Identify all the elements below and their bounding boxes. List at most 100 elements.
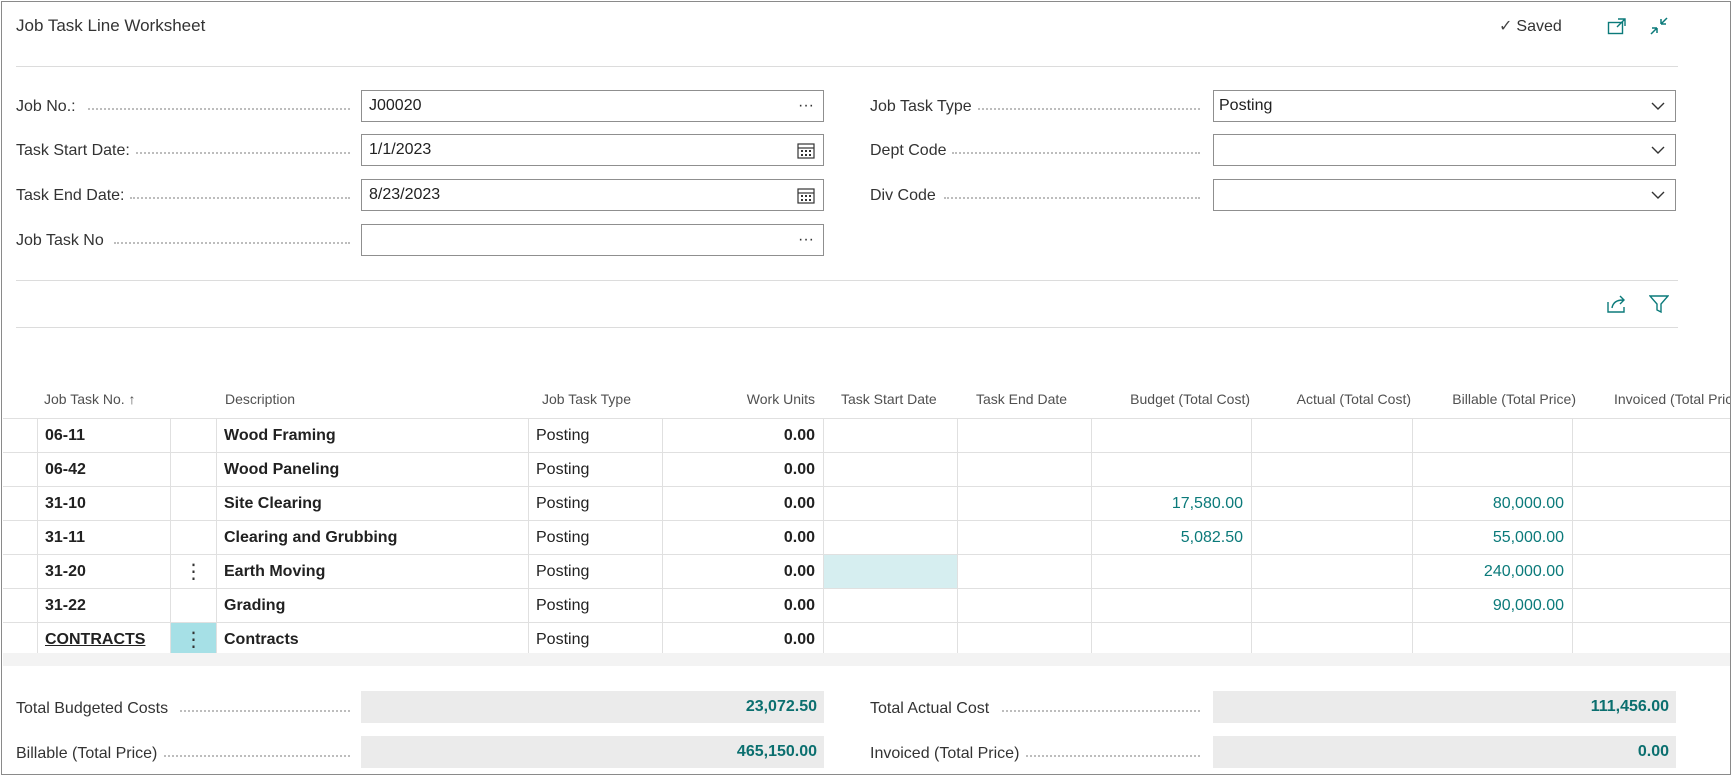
cell-actual-total-cost[interactable] (1251, 521, 1412, 554)
cell-job-task-type[interactable]: Posting (528, 623, 662, 656)
cell-budget-total-cost[interactable] (1091, 589, 1251, 622)
cell-task-end-date[interactable] (957, 589, 1091, 622)
share-icon[interactable] (1605, 292, 1629, 316)
cell-billable-total-price[interactable] (1412, 453, 1572, 486)
cell-row-menu[interactable] (170, 487, 216, 520)
cell-job-task-no[interactable]: 06-11 (37, 419, 170, 452)
col-header-work-units[interactable]: Work Units (746, 391, 815, 407)
cell-invoiced-total-price[interactable] (1572, 419, 1730, 452)
cell-task-start-date[interactable] (823, 453, 957, 486)
cell-actual-total-cost[interactable] (1251, 589, 1412, 622)
cell-budget-total-cost[interactable]: 17,580.00 (1091, 487, 1251, 520)
calendar-icon[interactable] (789, 135, 823, 165)
cell-billable-total-price[interactable] (1412, 623, 1572, 656)
col-header-task-end-date[interactable]: Task End Date (976, 391, 1068, 407)
job-task-type-select[interactable]: Posting (1213, 90, 1676, 122)
table-row[interactable]: 06-42 Wood Paneling Posting 0.00 (3, 453, 1730, 487)
cell-description[interactable]: Wood Framing (216, 419, 528, 452)
collapse-icon[interactable] (1647, 14, 1671, 38)
cell-description[interactable]: Earth Moving (216, 555, 528, 588)
cell-invoiced-total-price[interactable] (1572, 487, 1730, 520)
cell-row-menu[interactable] (170, 453, 216, 486)
cell-description[interactable]: Clearing and Grubbing (216, 521, 528, 554)
task-start-date-field[interactable]: 1/1/2023 (361, 134, 824, 166)
vertical-ellipsis-icon[interactable]: ⋮ (170, 623, 216, 656)
cell-invoiced-total-price[interactable] (1572, 555, 1730, 588)
cell-billable-total-price[interactable]: 90,000.00 (1412, 589, 1572, 622)
col-header-description[interactable]: Description (225, 391, 296, 407)
cell-description[interactable]: Wood Paneling (216, 453, 528, 486)
cell-job-task-no[interactable]: 31-10 (37, 487, 170, 520)
cell-job-task-type[interactable]: Posting (528, 521, 662, 554)
table-row-current[interactable]: CONTRACTS ⋮ Contracts Posting 0.00 (3, 623, 1730, 657)
cell-row-menu[interactable] (170, 589, 216, 622)
total-budgeted-costs-value[interactable]: 23,072.50 (361, 691, 824, 723)
cell-budget-total-cost[interactable] (1091, 419, 1251, 452)
cell-actual-total-cost[interactable] (1251, 623, 1412, 656)
cell-invoiced-total-price[interactable] (1572, 623, 1730, 656)
cell-actual-total-cost[interactable] (1251, 453, 1412, 486)
chevron-down-icon[interactable] (1641, 91, 1675, 121)
cell-budget-total-cost[interactable] (1091, 453, 1251, 486)
table-row[interactable]: 31-22 Grading Posting 0.00 90,000.00 (3, 589, 1730, 623)
cell-job-task-type[interactable]: Posting (528, 487, 662, 520)
table-row[interactable]: 31-10 Site Clearing Posting 0.00 17,580.… (3, 487, 1730, 521)
cell-work-units[interactable]: 0.00 (662, 555, 823, 588)
cell-job-task-no[interactable]: 31-11 (37, 521, 170, 554)
cell-job-task-no[interactable]: 06-42 (37, 453, 170, 486)
cell-actual-total-cost[interactable] (1251, 419, 1412, 452)
cell-row-menu[interactable] (170, 521, 216, 554)
billable-total-price-value[interactable]: 465,150.00 (361, 736, 824, 768)
cell-task-start-date[interactable] (823, 589, 957, 622)
col-header-job-task-no[interactable]: Job Task No. ↑ (44, 391, 136, 407)
cell-job-task-type[interactable]: Posting (528, 589, 662, 622)
col-header-budget-total-cost[interactable]: Budget (Total Cost) (1130, 391, 1250, 407)
cell-task-start-date[interactable] (823, 487, 957, 520)
dept-code-select[interactable] (1213, 134, 1676, 166)
open-in-new-window-icon[interactable] (1605, 14, 1629, 38)
cell-work-units[interactable]: 0.00 (662, 453, 823, 486)
cell-actual-total-cost[interactable] (1251, 487, 1412, 520)
cell-task-end-date[interactable] (957, 419, 1091, 452)
calendar-icon[interactable] (789, 180, 823, 210)
cell-job-task-no[interactable]: 31-22 (37, 589, 170, 622)
ellipsis-icon[interactable]: ··· (798, 97, 814, 114)
cell-task-start-date[interactable] (823, 623, 957, 656)
cell-invoiced-total-price[interactable] (1572, 589, 1730, 622)
cell-task-end-date[interactable] (957, 521, 1091, 554)
cell-work-units[interactable]: 0.00 (662, 487, 823, 520)
cell-job-task-type[interactable]: Posting (528, 419, 662, 452)
cell-task-end-date[interactable] (957, 623, 1091, 656)
cell-task-end-date[interactable] (957, 453, 1091, 486)
cell-work-units[interactable]: 0.00 (662, 521, 823, 554)
cell-job-task-no-link[interactable]: CONTRACTS (37, 623, 170, 656)
invoiced-total-price-value[interactable]: 0.00 (1213, 736, 1676, 768)
table-row[interactable]: 31-11 Clearing and Grubbing Posting 0.00… (3, 521, 1730, 555)
cell-invoiced-total-price[interactable] (1572, 453, 1730, 486)
cell-budget-total-cost[interactable] (1091, 623, 1251, 656)
col-header-actual-total-cost[interactable]: Actual (Total Cost) (1296, 391, 1411, 407)
col-header-billable-total-price[interactable]: Billable (Total Price) (1452, 391, 1576, 407)
cell-billable-total-price[interactable]: 240,000.00 (1412, 555, 1572, 588)
total-actual-cost-value[interactable]: 111,456.00 (1213, 691, 1676, 723)
cell-job-task-type[interactable]: Posting (528, 555, 662, 588)
cell-work-units[interactable]: 0.00 (662, 623, 823, 656)
cell-job-task-type[interactable]: Posting (528, 453, 662, 486)
job-task-no-field[interactable]: ··· (361, 224, 824, 256)
cell-billable-total-price[interactable]: 80,000.00 (1412, 487, 1572, 520)
cell-task-end-date[interactable] (957, 555, 1091, 588)
cell-job-task-no[interactable]: 31-20 (37, 555, 170, 588)
col-header-invoiced-total-price[interactable]: Invoiced (Total Price (1614, 391, 1731, 407)
task-end-date-field[interactable]: 8/23/2023 (361, 179, 824, 211)
cell-invoiced-total-price[interactable] (1572, 521, 1730, 554)
vertical-ellipsis-icon[interactable]: ⋮ (170, 555, 216, 588)
table-row[interactable]: 06-11 Wood Framing Posting 0.00 (3, 419, 1730, 453)
table-row-selected[interactable]: 31-20 ⋮ Earth Moving Posting 0.00 240,00… (3, 555, 1730, 589)
cell-description[interactable]: Contracts (216, 623, 528, 656)
cell-task-start-date[interactable] (823, 419, 957, 452)
filter-icon[interactable] (1647, 292, 1671, 316)
chevron-down-icon[interactable] (1641, 180, 1675, 210)
cell-description[interactable]: Grading (216, 589, 528, 622)
cell-task-start-date-focused[interactable] (823, 555, 957, 588)
cell-budget-total-cost[interactable]: 5,082.50 (1091, 521, 1251, 554)
